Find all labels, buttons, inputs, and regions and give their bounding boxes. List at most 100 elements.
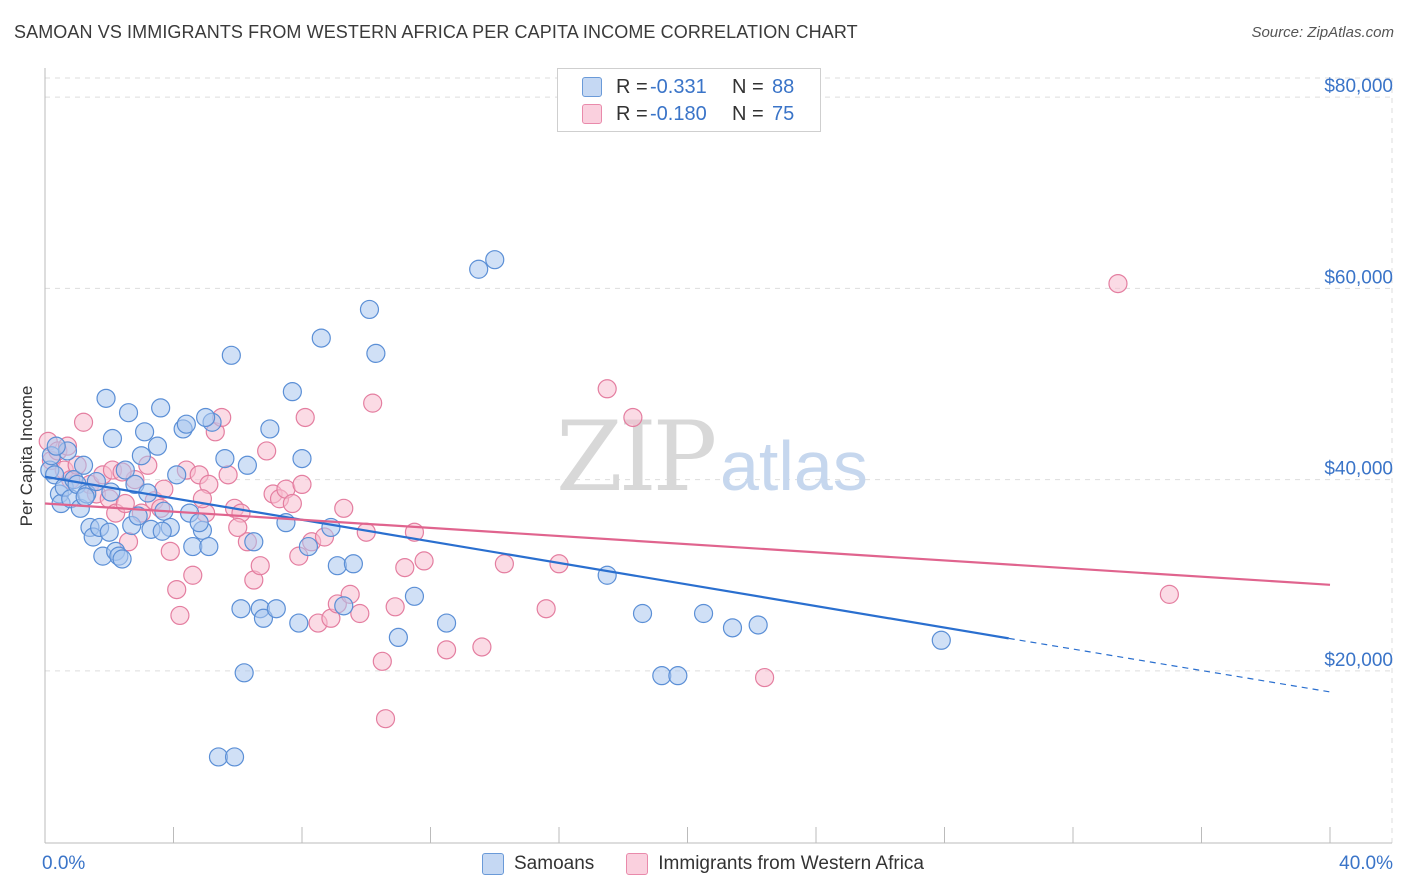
data-point-samoans (632, 603, 653, 624)
data-point-immigrants (372, 651, 392, 671)
data-point-samoans (208, 747, 229, 767)
data-point-samoans (289, 613, 309, 633)
legend-label-immigrants: Immigrants from Western Africa (658, 853, 924, 874)
chart-title: SAMOAN VS IMMIGRANTS FROM WESTERN AFRICA… (14, 22, 858, 42)
legend-item-samoans[interactable]: Samoans (482, 853, 594, 875)
source-credit: Source: ZipAtlas.com (1251, 24, 1394, 41)
legend-n-label: N = (732, 102, 764, 125)
data-point-samoans (151, 398, 171, 418)
trend-line-samoans (44, 475, 1009, 640)
data-point-immigrants (754, 667, 775, 688)
data-point-immigrants (385, 597, 405, 617)
trend-lines (44, 475, 1331, 693)
data-point-samoans (134, 422, 155, 442)
data-point-samoans (115, 460, 135, 480)
legend-swatch-blue (482, 853, 504, 875)
data-point-samoans (131, 446, 151, 466)
trend-line-samoans-extrapolated (1008, 637, 1331, 693)
trend-line-immigrants (44, 502, 1331, 586)
data-point-immigrants (292, 474, 312, 495)
legend-swatch-pink (626, 853, 649, 875)
data-point-samoans (282, 382, 302, 402)
data-point-immigrants (1108, 273, 1128, 294)
legend-n-value: 75 (772, 102, 795, 125)
data-point-immigrants (282, 493, 302, 514)
data-point-immigrants (414, 551, 434, 571)
legend-item-immigrants[interactable]: Immigrants from Western Africa (626, 853, 924, 875)
data-point-immigrants (350, 603, 370, 624)
data-point-samoans (668, 666, 688, 686)
data-point-samoans (73, 455, 94, 475)
legend-row-samoans: R = -0.331 N = 88 (582, 75, 794, 99)
data-point-immigrants (257, 441, 277, 461)
data-point-immigrants (597, 379, 617, 399)
data-point-immigrants (250, 556, 270, 576)
data-point-immigrants (183, 565, 203, 585)
x-tick-label: 0.0% (42, 853, 85, 874)
data-point-samoans (469, 259, 489, 279)
y-tick-label: $80,000 (1324, 76, 1393, 97)
data-point-samoans (196, 407, 216, 428)
data-point-samoans (311, 328, 331, 348)
data-point-immigrants (536, 599, 556, 619)
data-point-samoans (237, 455, 257, 475)
data-point-immigrants (334, 498, 354, 518)
data-point-samoans (176, 414, 196, 434)
data-point-immigrants (436, 640, 457, 660)
data-point-samoans (46, 436, 66, 456)
data-point-samoans (199, 536, 219, 557)
data-point-samoans (748, 615, 768, 635)
data-point-samoans (334, 596, 354, 616)
data-point-immigrants (167, 579, 187, 600)
axes (44, 68, 1392, 844)
watermark: ZIP atlas (556, 401, 868, 513)
data-point-immigrants (170, 605, 190, 626)
legend-r-value: -0.180 (650, 102, 707, 125)
data-point-samoans (183, 536, 203, 557)
data-point-samoans (128, 506, 148, 526)
data-point-immigrants (1159, 584, 1179, 604)
data-point-samoans (292, 448, 312, 469)
data-point-samoans (221, 345, 241, 365)
data-point-samoans (234, 663, 254, 683)
data-point-immigrants (623, 407, 643, 428)
tick-labels: $20,000 $40,000 $60,000 $80,000 0.0% 40.0% (42, 76, 1393, 874)
data-point-immigrants (472, 637, 492, 657)
series-samoans (40, 250, 951, 767)
legend-r-label: R = (616, 102, 648, 125)
data-point-samoans (260, 419, 280, 439)
data-point-immigrants (395, 557, 415, 578)
legend-row-immigrants: R = -0.180 N = 75 (582, 102, 794, 126)
data-point-samoans (167, 465, 187, 485)
y-tick-label: $40,000 (1324, 459, 1393, 480)
data-point-samoans (343, 554, 363, 574)
y-tick-label: $20,000 (1324, 650, 1393, 671)
data-point-immigrants (295, 407, 315, 428)
data-point-samoans (298, 536, 319, 557)
data-point-samoans (436, 613, 457, 633)
data-point-samoans (152, 521, 172, 541)
correlation-legend: R = -0.331 N = 88 R = -0.180 N = 75 (557, 68, 821, 132)
data-point-samoans (99, 522, 119, 542)
data-point-samoans (244, 532, 264, 552)
data-point-samoans (485, 250, 505, 270)
data-point-samoans (189, 513, 209, 533)
data-point-samoans (693, 603, 714, 624)
data-point-immigrants (160, 541, 180, 561)
data-point-immigrants (73, 412, 94, 432)
data-point-samoans (388, 627, 408, 648)
legend-swatch-pink (582, 104, 602, 124)
legend-swatch-blue (582, 77, 602, 97)
data-point-immigrants (375, 709, 396, 729)
data-point-samoans (366, 343, 386, 363)
legend-r-label: R = (616, 75, 648, 98)
data-point-samoans (931, 630, 951, 650)
data-point-samoans (147, 436, 168, 456)
data-point-samoans (253, 608, 274, 628)
data-point-samoans (652, 666, 672, 686)
data-point-immigrants (363, 393, 383, 413)
legend-n-label: N = (732, 75, 764, 98)
data-point-samoans (404, 586, 425, 606)
legend-r-value: -0.331 (650, 75, 707, 98)
